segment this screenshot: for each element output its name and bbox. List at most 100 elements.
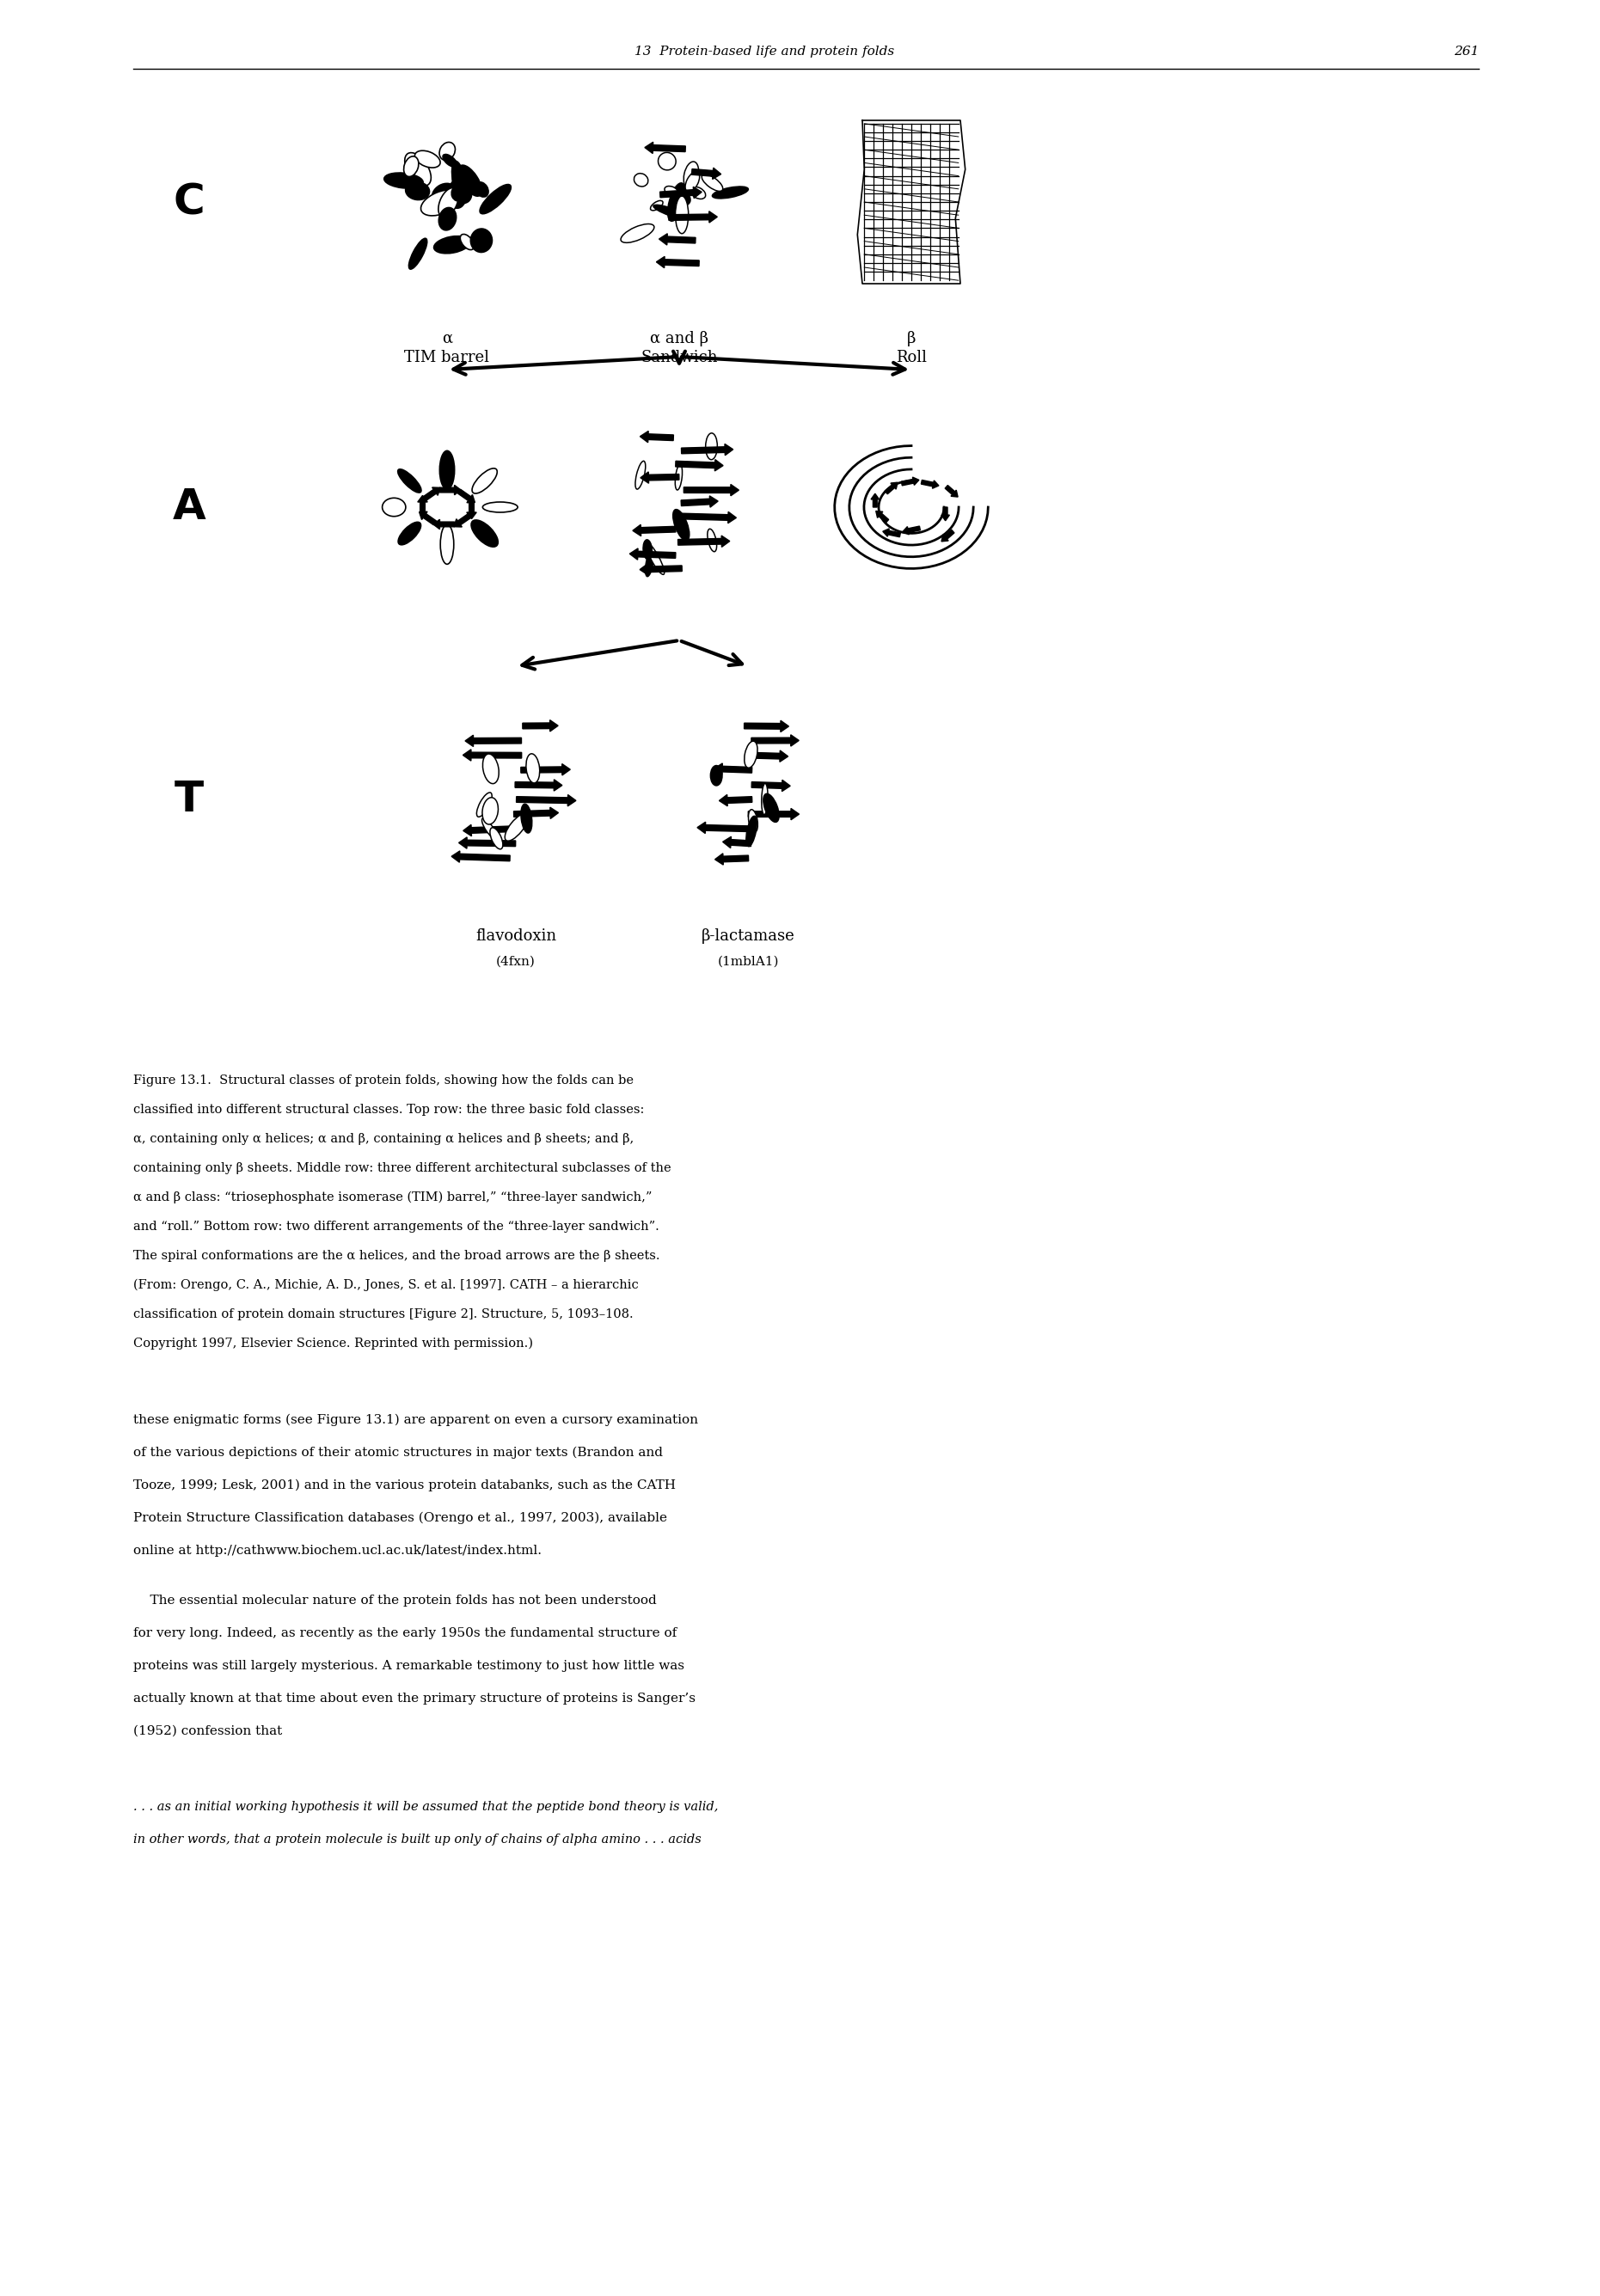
- Ellipse shape: [408, 239, 427, 269]
- Ellipse shape: [403, 156, 419, 177]
- FancyArrow shape: [683, 484, 739, 496]
- Ellipse shape: [674, 510, 690, 540]
- Text: classified into different structural classes. Top row: the three basic fold clas: classified into different structural cla…: [133, 1104, 645, 1116]
- FancyArrow shape: [462, 824, 514, 836]
- Ellipse shape: [405, 152, 430, 186]
- Ellipse shape: [440, 142, 456, 161]
- Text: Tooze, 1999; Lesk, 2001) and in the various protein databanks, such as the CATH: Tooze, 1999; Lesk, 2001) and in the vari…: [133, 1479, 675, 1492]
- Text: (From: Orengo, C. A., Michie, A. D., Jones, S. et al. [1997]. CATH – a hierarchi: (From: Orengo, C. A., Michie, A. D., Jon…: [133, 1279, 638, 1290]
- Ellipse shape: [749, 810, 758, 833]
- Ellipse shape: [384, 172, 422, 188]
- Ellipse shape: [674, 191, 691, 207]
- Text: TIM barrel: TIM barrel: [405, 349, 490, 365]
- FancyArrow shape: [659, 234, 696, 246]
- FancyArrow shape: [941, 530, 954, 542]
- FancyArrow shape: [656, 257, 699, 269]
- Ellipse shape: [432, 184, 456, 204]
- Ellipse shape: [483, 753, 499, 783]
- Ellipse shape: [440, 523, 454, 565]
- Ellipse shape: [690, 186, 706, 200]
- FancyArrow shape: [458, 489, 475, 503]
- Text: containing only β sheets. Middle row: three different architectural subclasses o: containing only β sheets. Middle row: th…: [133, 1162, 670, 1173]
- Text: α, containing only α helices; α and β, containing α helices and β sheets; and β,: α, containing only α helices; α and β, c…: [133, 1132, 634, 1146]
- FancyArrow shape: [523, 721, 558, 732]
- FancyArrow shape: [875, 512, 888, 523]
- FancyArrow shape: [466, 735, 522, 746]
- Ellipse shape: [438, 207, 456, 230]
- FancyArrow shape: [752, 735, 798, 746]
- FancyArrow shape: [440, 484, 461, 496]
- FancyArrow shape: [691, 168, 722, 179]
- Text: 13  Protein-based life and protein folds: 13 Protein-based life and protein folds: [634, 46, 894, 57]
- Ellipse shape: [470, 230, 493, 253]
- FancyArrow shape: [682, 496, 718, 507]
- Ellipse shape: [621, 225, 654, 243]
- Text: Copyright 1997, Elsevier Science. Reprinted with permission.): Copyright 1997, Elsevier Science. Reprin…: [133, 1339, 533, 1350]
- Text: 261: 261: [1454, 46, 1478, 57]
- Ellipse shape: [702, 174, 723, 191]
- Text: α: α: [442, 331, 453, 347]
- Ellipse shape: [480, 184, 510, 214]
- Text: β: β: [907, 331, 915, 347]
- Text: α and β: α and β: [650, 331, 709, 347]
- Text: β-lactamase: β-lactamase: [701, 928, 795, 944]
- Ellipse shape: [763, 794, 779, 822]
- FancyArrow shape: [885, 482, 898, 494]
- FancyArrow shape: [902, 526, 920, 535]
- Ellipse shape: [490, 827, 502, 850]
- FancyArrow shape: [419, 512, 437, 526]
- Ellipse shape: [438, 188, 459, 218]
- Ellipse shape: [653, 204, 688, 218]
- Ellipse shape: [664, 186, 678, 195]
- Text: α and β class: “triosephosphate isomerase (TIM) barrel,” “three-layer sandwich,”: α and β class: “triosephosphate isomeras…: [133, 1192, 653, 1203]
- FancyArrow shape: [630, 549, 675, 560]
- Ellipse shape: [746, 815, 757, 847]
- Ellipse shape: [683, 161, 699, 188]
- FancyArrow shape: [680, 512, 736, 523]
- Ellipse shape: [646, 542, 664, 574]
- FancyArrow shape: [870, 494, 878, 507]
- Ellipse shape: [398, 521, 421, 544]
- Ellipse shape: [405, 181, 429, 200]
- FancyArrow shape: [946, 484, 958, 496]
- Text: of the various depictions of their atomic structures in major texts (Brandon and: of the various depictions of their atomi…: [133, 1446, 662, 1458]
- Ellipse shape: [522, 804, 531, 833]
- Ellipse shape: [398, 468, 421, 494]
- FancyArrow shape: [640, 432, 674, 443]
- Text: The spiral conformations are the α helices, and the broad arrows are the β sheet: The spiral conformations are the α helic…: [133, 1249, 659, 1263]
- Polygon shape: [858, 119, 965, 285]
- FancyArrow shape: [434, 519, 454, 528]
- Ellipse shape: [710, 765, 722, 785]
- FancyArrow shape: [723, 836, 752, 847]
- Ellipse shape: [762, 783, 768, 815]
- FancyArrow shape: [522, 765, 570, 776]
- Text: (1mblA1): (1mblA1): [717, 955, 779, 969]
- FancyArrow shape: [718, 794, 752, 806]
- Ellipse shape: [477, 792, 491, 817]
- FancyArrow shape: [659, 186, 702, 197]
- Ellipse shape: [382, 498, 406, 517]
- Text: for very long. Indeed, as recently as the early 1950s the fundamental structure : for very long. Indeed, as recently as th…: [133, 1628, 677, 1639]
- Ellipse shape: [634, 174, 648, 186]
- Ellipse shape: [658, 152, 675, 170]
- FancyArrow shape: [752, 781, 790, 792]
- FancyArrow shape: [678, 535, 730, 546]
- Ellipse shape: [458, 165, 482, 195]
- Text: proteins was still largely mysterious. A remarkable testimony to just how little: proteins was still largely mysterious. A…: [133, 1660, 685, 1671]
- Text: (1952) confession that: (1952) confession that: [133, 1724, 282, 1738]
- Text: Roll: Roll: [896, 349, 926, 365]
- FancyArrow shape: [418, 496, 427, 512]
- Ellipse shape: [448, 191, 466, 209]
- Text: online at http://cathwww.biochem.ucl.ac.uk/latest/index.html.: online at http://cathwww.biochem.ucl.ac.…: [133, 1545, 542, 1557]
- Ellipse shape: [643, 540, 653, 560]
- FancyArrow shape: [669, 211, 717, 223]
- Text: in other words, that a protein molecule is built up only of chains of alpha amin: in other words, that a protein molecule …: [133, 1835, 701, 1846]
- FancyArrow shape: [922, 480, 939, 489]
- Ellipse shape: [434, 236, 470, 253]
- FancyArrow shape: [632, 523, 675, 535]
- FancyArrow shape: [462, 748, 522, 760]
- Ellipse shape: [472, 468, 498, 494]
- FancyArrow shape: [675, 459, 723, 471]
- Ellipse shape: [685, 172, 699, 193]
- FancyArrow shape: [714, 762, 752, 774]
